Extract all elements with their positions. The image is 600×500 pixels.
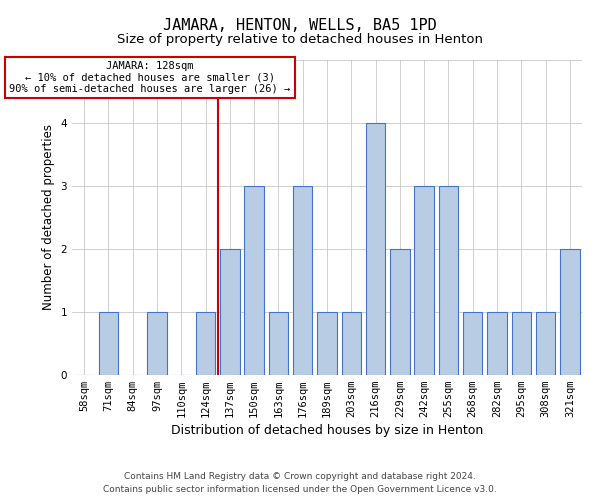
Bar <box>341 312 361 375</box>
Bar <box>487 312 507 375</box>
Bar <box>560 249 580 375</box>
X-axis label: Distribution of detached houses by size in Henton: Distribution of detached houses by size … <box>171 424 483 438</box>
Bar <box>244 186 264 375</box>
Bar <box>99 312 118 375</box>
Bar <box>390 249 410 375</box>
Bar <box>269 312 288 375</box>
Bar <box>196 312 215 375</box>
Y-axis label: Number of detached properties: Number of detached properties <box>42 124 55 310</box>
Bar <box>439 186 458 375</box>
Text: Contains HM Land Registry data © Crown copyright and database right 2024.
Contai: Contains HM Land Registry data © Crown c… <box>103 472 497 494</box>
Bar <box>220 249 239 375</box>
Bar <box>366 123 385 375</box>
Bar <box>512 312 531 375</box>
Bar <box>536 312 555 375</box>
Bar <box>293 186 313 375</box>
Bar <box>415 186 434 375</box>
Text: Size of property relative to detached houses in Henton: Size of property relative to detached ho… <box>117 32 483 46</box>
Text: JAMARA, HENTON, WELLS, BA5 1PD: JAMARA, HENTON, WELLS, BA5 1PD <box>163 18 437 32</box>
Bar <box>317 312 337 375</box>
Bar <box>147 312 167 375</box>
Bar <box>463 312 482 375</box>
Text: JAMARA: 128sqm
← 10% of detached houses are smaller (3)
90% of semi-detached hou: JAMARA: 128sqm ← 10% of detached houses … <box>9 61 290 94</box>
